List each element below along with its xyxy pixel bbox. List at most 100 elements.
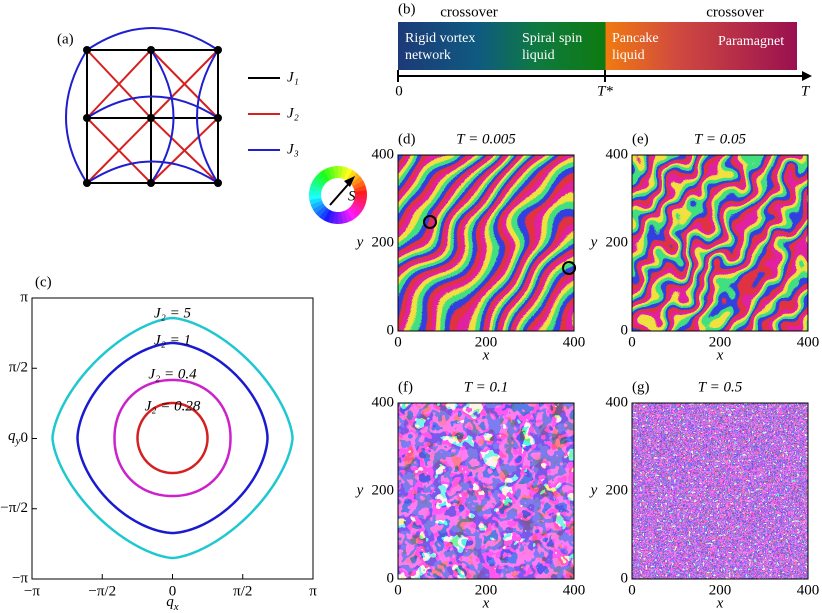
j3-bond [86,95,219,119]
phase-bar [398,22,797,70]
x-tick-label: 200 [709,334,732,350]
x-axis-label: qx [166,594,179,612]
frame [631,154,809,332]
frame [631,402,809,580]
y-tick-label: π/2 [9,360,28,376]
y-axis-label: y [355,234,364,250]
color-wheel-segment [353,184,367,193]
color-wheel-segment [348,205,361,218]
color-wheel-segment [312,203,326,215]
phase-label: liquid [522,48,555,63]
x-tick-label: π [309,583,317,599]
color-wheel-segment [312,176,325,187]
y-tick-label: 0 [21,430,29,446]
y-tick-label: 400 [606,394,629,410]
y-tick-label: −π/2 [0,500,28,516]
color-wheel-segment [340,210,349,224]
phase-label: network [405,48,451,63]
panel-title: T = 0.5 [698,379,743,395]
x-axis-label: x [716,347,724,363]
frame [397,154,575,332]
crossover-label: crossover [440,4,497,20]
color-wheel-segment [308,189,322,196]
j2-bond [150,117,219,184]
axis-tick-label: T* [597,83,613,99]
color-wheel-segment [343,209,353,223]
y-tick-label: 0 [621,322,629,338]
panel-title: T = 0.005 [456,131,516,147]
x-tick-label: 400 [797,334,820,350]
snapshot-image [632,403,808,579]
site [147,179,155,187]
color-wheel-segment [332,166,338,179]
site [214,179,222,187]
site [83,114,91,122]
panel-label: (d) [398,131,416,147]
color-wheel-segment [309,195,322,201]
y-axis-label: y [589,482,598,498]
x-tick-label: π/2 [233,583,252,599]
color-wheel-segment [346,207,358,221]
site [214,114,222,122]
x-axis-label: x [482,595,490,611]
panel-label: (e) [632,131,649,147]
color-wheel-segment [343,167,353,181]
panel-label: (b) [398,1,416,17]
x-tick-label: 0 [628,582,636,598]
x-axis-label-sub: x [173,601,179,613]
color-wheel-segment [315,205,328,218]
color-wheel-segment [323,209,333,223]
site [147,46,155,54]
color-wheel-segment [337,165,344,179]
y-axis-label-base: q [8,428,16,444]
panel-label: (a) [57,31,74,47]
x-tick-label: −π/2 [88,583,116,599]
phase-label: Rigid vortex [405,31,475,46]
y-tick-label: 200 [606,234,629,250]
x-tick-label: 400 [797,582,820,598]
spin-texture [632,403,808,579]
j3-bond [196,49,219,184]
x-axis-label: x [482,347,490,363]
x-tick-label: 200 [709,582,732,598]
phase-label: Pancake [612,31,659,46]
y-tick-label: −π [12,570,28,586]
x-tick-label: −π [24,583,40,599]
x-tick-label: 0 [628,334,636,350]
panel-label: (c) [35,274,52,290]
color-wheel-segment [350,175,364,187]
j3-bond [150,49,175,184]
color-wheel-segment [352,180,366,190]
snapshot-image [398,403,574,579]
y-tick-label: 400 [606,146,629,162]
site [83,46,91,54]
site [214,46,222,54]
spin-texture [632,155,808,331]
crossover-label: crossover [706,4,763,20]
color-wheel-segment [354,189,367,195]
color-wheel-segment [338,211,344,225]
y-axis-label: qy [8,428,21,446]
y-tick-label: 200 [372,482,395,498]
phase-label: Spiral spin [522,31,582,46]
y-axis-label: y [589,234,598,250]
site [83,179,91,187]
color-wheel-segment [352,200,366,210]
color-wheel-segment [351,203,364,214]
panel-label: (g) [632,379,650,395]
axis-arrow [802,71,812,81]
color-wheel-segment [309,197,323,206]
color-wheel-segment [354,194,368,201]
axis-tick-label: 0 [395,83,403,99]
color-wheel-segment [327,166,336,180]
snapshot-image [398,155,574,331]
legend-label: J₁ [287,69,299,85]
y-tick-label: 400 [372,146,395,162]
j2-bond [150,49,219,119]
snapshot-image [632,155,808,331]
y-axis-label: y [355,482,364,498]
contour [113,378,232,498]
j3-bond [86,27,219,51]
spin-label: S [348,188,356,204]
